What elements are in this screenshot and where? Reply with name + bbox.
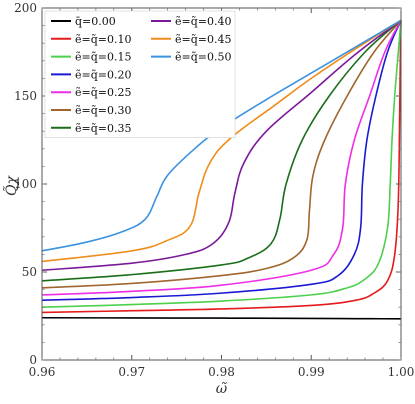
series-line-7: [41, 19, 402, 272]
series-line-9: [41, 19, 402, 252]
series-line-5: [41, 19, 402, 289]
legend-label-8: ẽ=q̃=0.45: [175, 33, 231, 46]
series-line-8: [41, 19, 402, 263]
series-line-2: [41, 20, 402, 308]
legend-label-3: ẽ=q̃=0.20: [75, 68, 131, 81]
x-tick-label: 0.96: [29, 365, 56, 379]
legend-label-0: q̄=0.00: [75, 15, 116, 28]
legend-label-7: ẽ=q̃=0.40: [175, 15, 231, 28]
series-line-4: [41, 19, 402, 296]
y-tick-label: 100: [14, 177, 37, 191]
legend-label-9: ẽ=q̃=0.50: [175, 51, 231, 64]
series-line-0: [41, 316, 402, 320]
legend: q̄=0.00 ẽ=q̃=0.10 ẽ=q̃=0.15 ẽ=q̃=0.20 ẽ=q̃=0…: [44, 10, 236, 138]
y-tick-label: 0: [29, 353, 37, 367]
y-tick-label: 200: [14, 1, 37, 15]
y-tick-label: 150: [14, 89, 37, 103]
legend-label-1: ẽ=q̃=0.10: [75, 33, 131, 46]
legend-label-4: ẽ=q̃=0.25: [75, 86, 131, 99]
legend-label-6: ẽ=q̃=0.35: [75, 122, 131, 135]
legend-label-5: ẽ=q̃=0.30: [75, 104, 131, 117]
x-tick-label: 0.99: [298, 365, 325, 379]
y-tick-label: 50: [22, 265, 37, 279]
plot-area: [41, 19, 402, 320]
axes: 0.96 0.97 0.98 0.99 1.00 0 50 100 150 200 ω̃ Q̃χ: [2, 1, 414, 397]
y-axis-label: Q̃χ: [2, 175, 20, 196]
series-line-6: [41, 19, 402, 282]
x-tick-label: 1.00: [388, 365, 415, 379]
x-axis-label: ω̃: [216, 381, 228, 397]
legend-box: [44, 10, 236, 138]
legend-label-2: ẽ=q̃=0.15: [75, 51, 131, 64]
x-tick-label: 0.97: [118, 365, 145, 379]
series-line-1: [41, 20, 402, 314]
x-tick-label: 0.98: [208, 365, 235, 379]
series-line-3: [41, 20, 402, 301]
